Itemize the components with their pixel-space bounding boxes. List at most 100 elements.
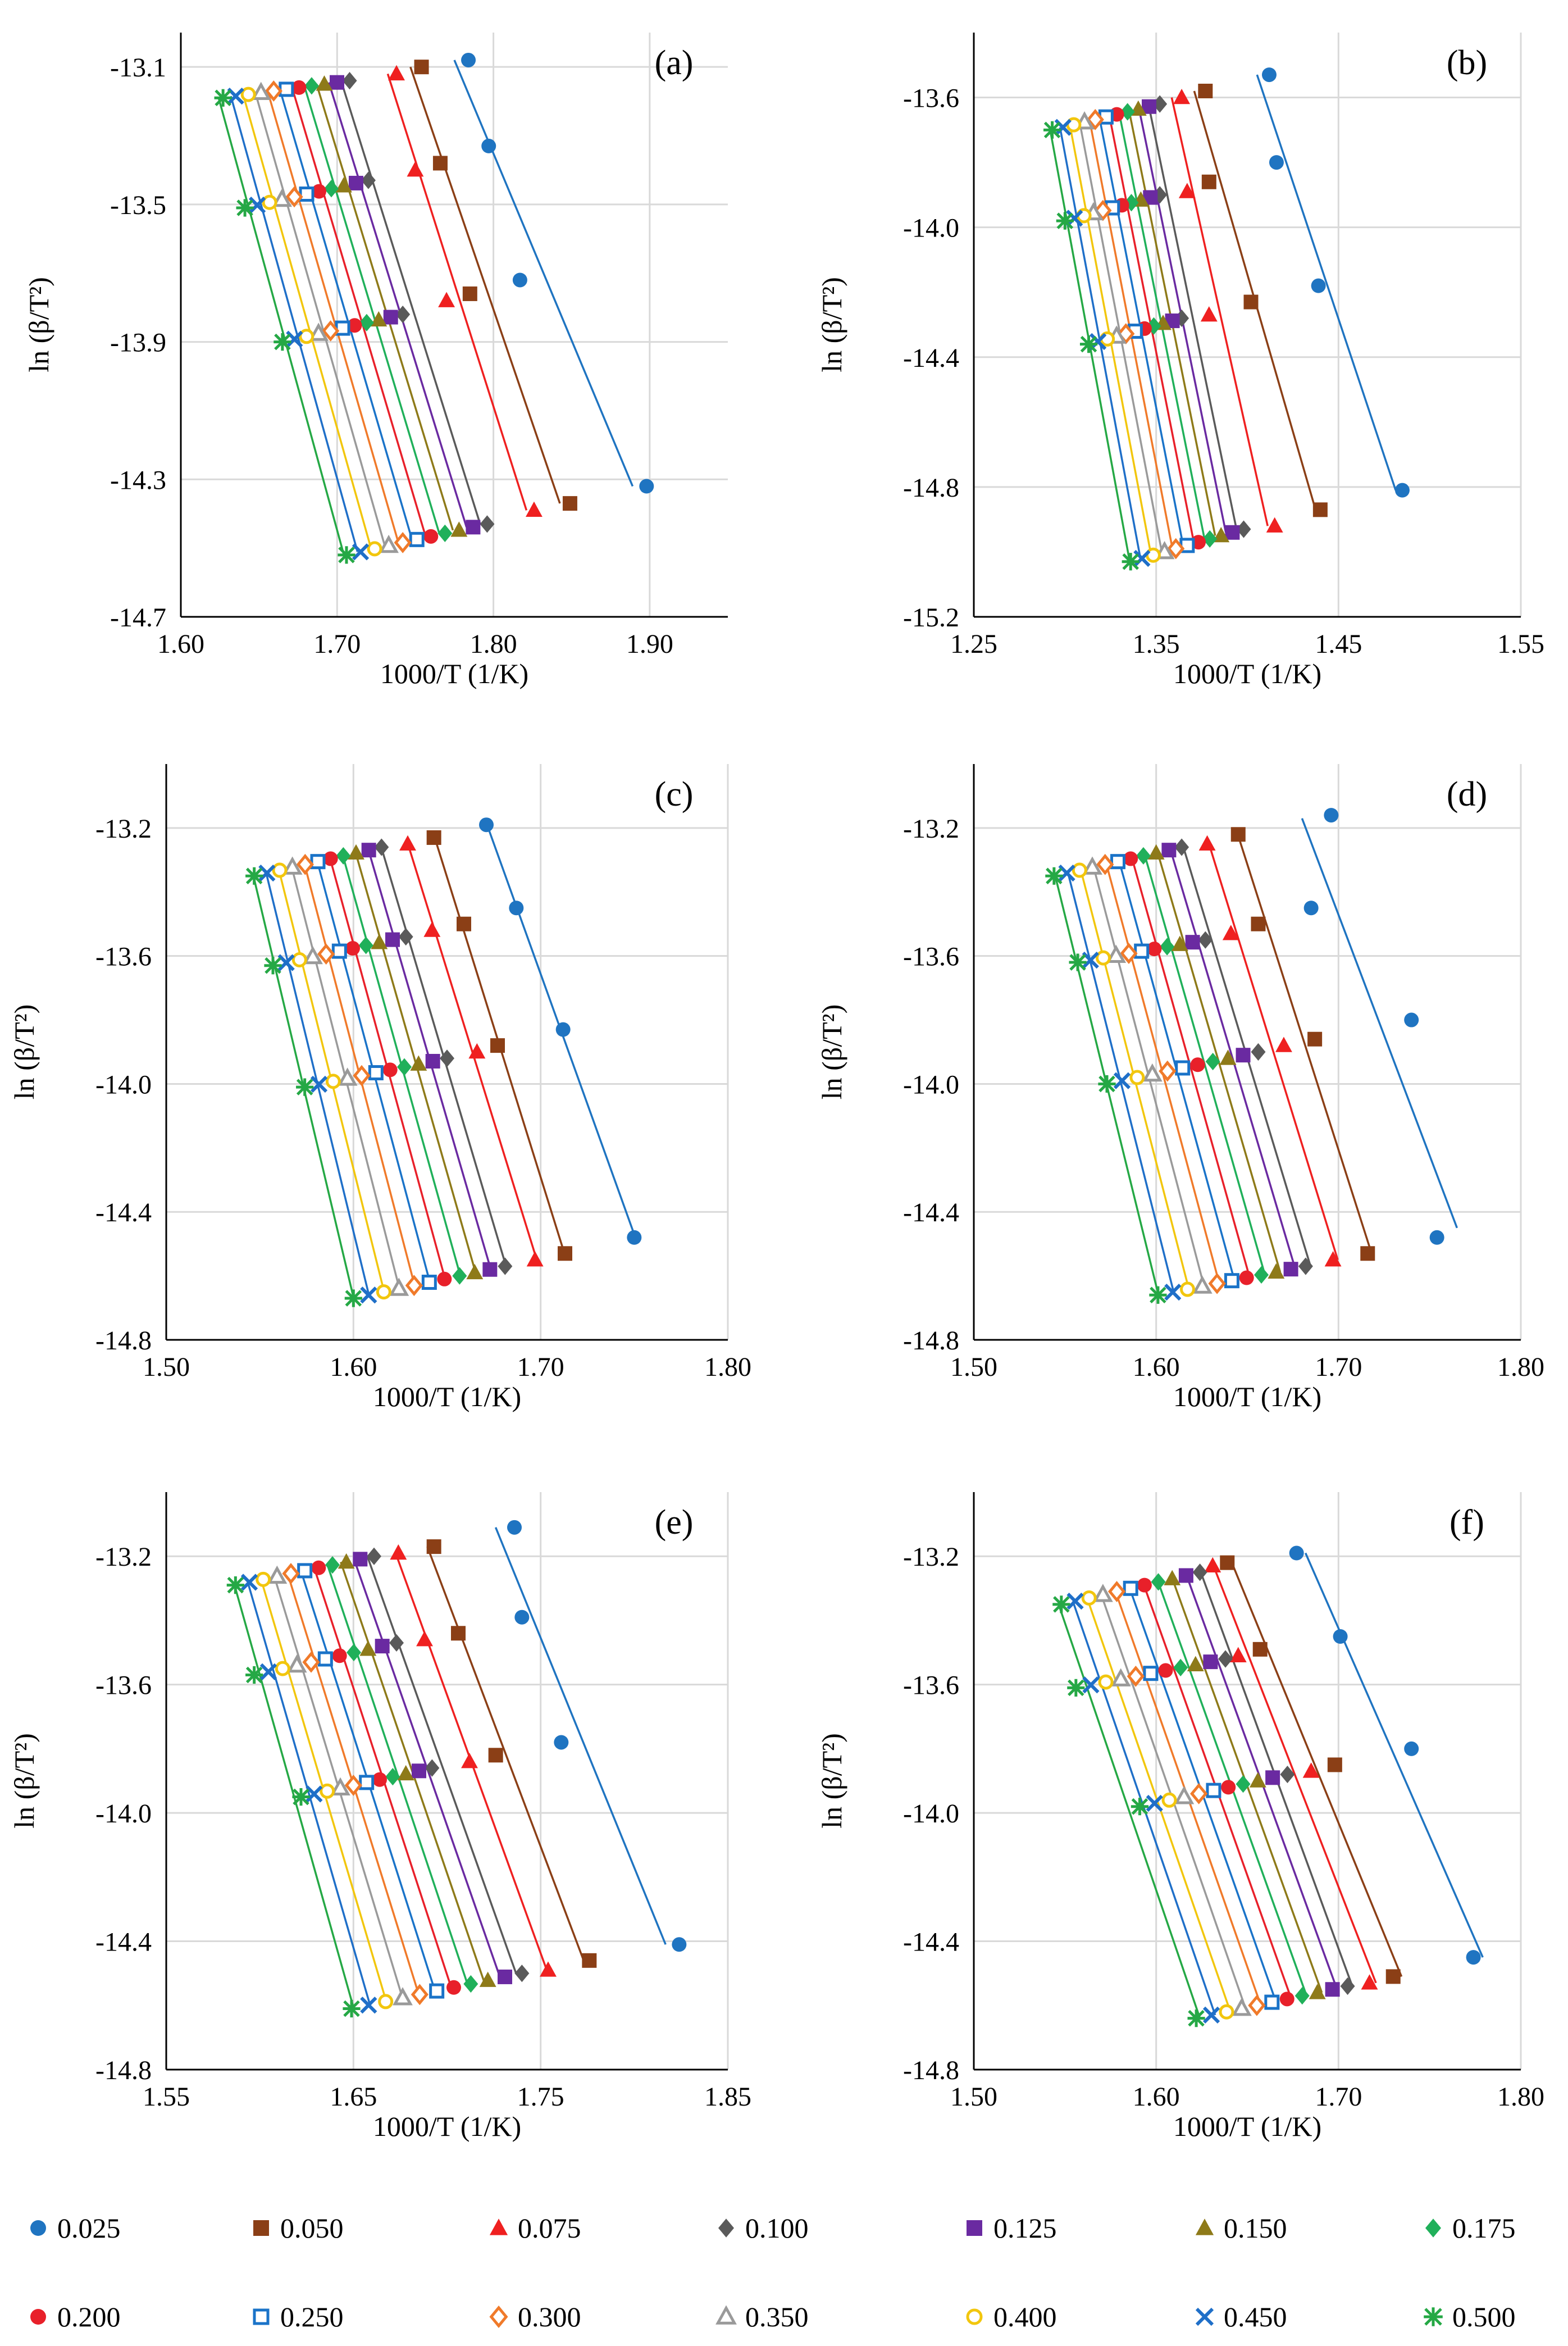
data-point-0.050 [1243,294,1259,310]
data-point-0.050 [457,916,471,931]
legend-item-0.400: 0.400 [966,2301,1057,2333]
data-point-0.400 [1161,1792,1177,1808]
data-point-0.450 [1146,1794,1163,1812]
data-point-0.125 [330,75,345,90]
data-point-0.050 [562,496,577,511]
data-point-0.300 [1086,108,1104,130]
data-point-0.250 [1264,1994,1280,2010]
x-tick-label: 1.60 [330,1352,377,1382]
data-point-0.025 [1324,808,1339,823]
data-point-0.150 [1147,844,1165,860]
x-tick-label: 1.60 [157,629,204,659]
chart-panel-b: -13.6 -14.0 -14.4 -14.8 -15.21.25 1.35 1.45 1.5… [816,33,1544,689]
data-point-0.200 [1279,1992,1294,2007]
data-point-0.200 [347,318,362,333]
data-point-0.400 [378,1994,394,2009]
panel-label: (c) [655,775,694,813]
data-point-0.175 [1205,1052,1220,1071]
data-point-0.300 [1127,1665,1145,1687]
data-point-0.050 [1360,1246,1375,1261]
y-tick-label: -14.0 [903,1070,959,1099]
x-axis-title: 1000/T (1/K) [1173,2111,1321,2142]
data-point-0.025 [555,1022,571,1037]
data-point-0.075 [407,161,424,177]
data-point-0.125 [1161,843,1177,858]
data-point-0.125 [1236,1048,1251,1063]
legend-label: 0.025 [57,2212,121,2244]
legend: 0.025 0.050 0.075 0.100 0.125 0.150 0.175 0.200… [30,2212,1516,2333]
data-point-0.500 [1149,1286,1167,1304]
data-point-0.050 [1252,1642,1268,1657]
data-point-0.250 [331,943,347,959]
data-point-0.300 [353,1065,371,1086]
data-point-0.075 [1229,1647,1247,1662]
data-point-0.075 [388,65,405,81]
x-tick-label: 1.45 [1315,629,1362,659]
y-tick-label: -14.4 [95,1927,152,1957]
data-point-0.050 [1230,827,1246,842]
legend-label: 0.175 [1452,2212,1516,2244]
data-point-0.300 [1159,1060,1177,1082]
data-point-0.075 [399,835,416,851]
y-tick-label: -13.1 [110,53,166,83]
data-point-0.350 [308,322,329,341]
fit-line-0.450 [247,1581,371,2006]
x-axis-title: 1000/T (1/K) [1173,1381,1321,1412]
legend-marker-0.450 [1195,2307,1214,2326]
data-point-0.150 [371,934,388,949]
data-point-0.025 [639,479,654,494]
data-point-0.250 [299,187,314,202]
x-tick-label: 1.70 [1315,2082,1362,2112]
y-tick-label: -14.8 [95,2056,152,2085]
data-point-0.450 [1082,951,1099,969]
data-point-0.025 [1261,67,1277,83]
data-point-0.400 [291,952,307,967]
fit-line-0.025 [1301,818,1458,1229]
data-point-0.125 [425,1054,440,1069]
data-point-0.100 [374,838,389,856]
data-point-0.250 [359,1775,375,1790]
data-point-0.050 [426,1539,441,1554]
x-tick-label: 1.80 [1497,1352,1544,1382]
x-axis-title: 1000/T (1/K) [1173,658,1321,689]
data-point-0.450 [1089,333,1107,351]
data-point-0.025 [554,1735,569,1750]
data-point-0.500 [1056,212,1074,230]
data-point-0.075 [461,1753,478,1768]
data-point-0.075 [1275,1036,1292,1052]
data-point-0.125 [412,1763,426,1779]
data-point-0.050 [426,830,441,845]
data-point-0.025 [1269,155,1284,170]
data-point-0.100 [440,1049,454,1067]
legend-item-0.150: 0.150 [1195,2212,1287,2244]
y-axis-title: ln (β/T²) [816,1733,847,1829]
data-point-0.100 [1280,1765,1295,1784]
fit-line-0.200 [291,87,427,537]
data-point-0.500 [236,199,254,217]
legend-marker-0.150 [1195,2218,1214,2235]
y-tick-label: -14.0 [95,1799,152,1829]
y-tick-label: -13.6 [95,1671,152,1701]
data-point-0.200 [1239,1270,1254,1285]
legend-label: 0.500 [1452,2301,1516,2333]
x-tick-label: 1.35 [1133,629,1180,659]
legend-marker-0.175 [1425,2218,1441,2238]
data-point-0.075 [1173,88,1191,104]
fit-line-0.250 [279,89,413,540]
data-point-0.050 [462,286,477,301]
data-point-0.500 [1122,553,1139,571]
x-tick-label: 1.60 [1133,1352,1180,1382]
y-axis-title: ln (β/T²) [816,1004,847,1100]
data-point-0.150 [359,1640,377,1656]
data-point-0.100 [498,1257,513,1275]
fit-line-0.100 [1147,103,1238,530]
data-point-0.450 [1164,1284,1182,1301]
data-point-0.350 [272,188,292,207]
data-point-0.500 [245,1666,263,1684]
data-point-0.350 [1106,944,1127,963]
data-point-0.500 [1043,121,1061,139]
fit-line-0.025 [453,60,634,487]
data-point-0.125 [1283,1262,1298,1277]
data-point-0.075 [1324,1251,1342,1267]
data-point-0.400 [367,541,382,557]
